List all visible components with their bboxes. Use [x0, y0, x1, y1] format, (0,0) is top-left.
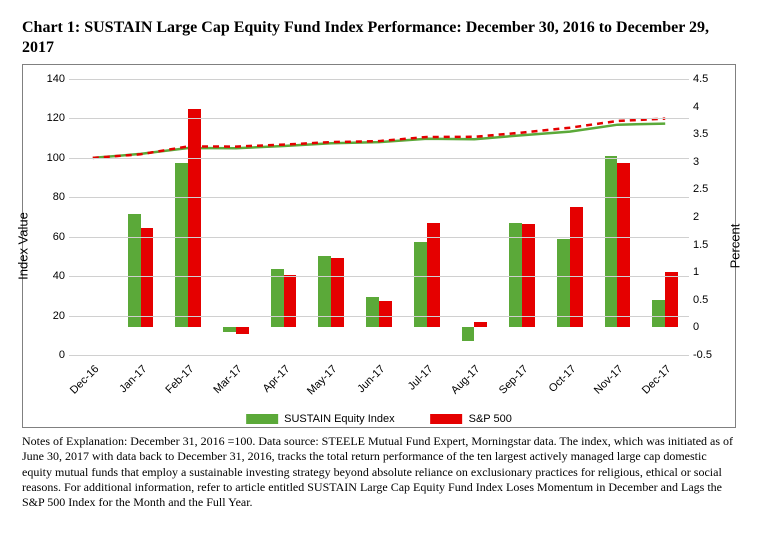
sp500_bar-bar [570, 207, 583, 327]
gridline [69, 237, 689, 238]
y-left-tick: 100 [43, 152, 65, 164]
y-right-tick: 4.5 [693, 73, 715, 85]
sp500_line [93, 119, 665, 158]
sustain_bar-bar [271, 269, 284, 327]
sustain_bar-bar [557, 239, 570, 327]
x-tick-label: Nov-17 [592, 363, 626, 397]
y-left-tick: 20 [43, 310, 65, 322]
y-left-tick: 40 [43, 270, 65, 282]
sustain_bar-bar [652, 300, 665, 328]
x-tick-label: Jul-17 [405, 363, 435, 393]
gridline [69, 197, 689, 198]
gridline [69, 276, 689, 277]
sustain_bar-bar [128, 214, 141, 327]
x-tick-label: Feb-17 [164, 363, 197, 396]
x-tick-label: May-17 [305, 363, 339, 397]
sustain_bar-bar [223, 327, 236, 331]
legend: SUSTAIN Equity Index S&P 500 [246, 413, 512, 425]
gridline [69, 355, 689, 356]
x-tick-label: Jan-17 [117, 363, 149, 395]
x-tick-label: Jun-17 [355, 363, 387, 395]
y-right-tick: 0.5 [693, 294, 715, 306]
sustain_bar-bar [318, 256, 331, 328]
x-tick-label: Dec-16 [68, 363, 102, 397]
x-tick-label: Mar-17 [211, 363, 244, 396]
sustain_bar-bar [605, 156, 618, 327]
y-left-tick: 120 [43, 112, 65, 124]
sp500_bar-bar [427, 223, 440, 328]
x-tick-label: Apr-17 [260, 363, 292, 395]
y-right-tick: 2 [693, 211, 715, 223]
legend-item-sp500: S&P 500 [431, 413, 512, 425]
sp500_bar-bar [617, 163, 630, 327]
legend-swatch-sustain [246, 414, 278, 424]
sustain_bar-bar [509, 223, 522, 328]
sp500_bar-bar [141, 228, 154, 327]
y-right-tick: 3.5 [693, 128, 715, 140]
chart-notes: Notes of Explanation: December 31, 2016 … [22, 434, 736, 511]
y-left-tick: 0 [43, 349, 65, 361]
legend-item-sustain: SUSTAIN Equity Index [246, 413, 394, 425]
sp500_bar-bar [284, 275, 297, 327]
plot-area [69, 79, 689, 355]
x-tick-label: Oct-17 [546, 363, 578, 395]
legend-label-sustain: SUSTAIN Equity Index [284, 413, 394, 425]
y-left-tick: 80 [43, 191, 65, 203]
sp500_bar-bar [379, 301, 392, 327]
sp500_bar-bar [331, 258, 344, 327]
sustain_bar-bar [414, 242, 427, 328]
y-left-tick: 140 [43, 73, 65, 85]
gridline [69, 158, 689, 159]
legend-label-sp500: S&P 500 [469, 413, 512, 425]
sp500_bar-bar [474, 322, 487, 328]
y-right-tick: 0 [693, 321, 715, 333]
x-tick-label: Sep-17 [497, 363, 531, 397]
y-right-tick: 1 [693, 266, 715, 278]
y-right-tick: 3 [693, 156, 715, 168]
y-right-label: Percent [728, 224, 743, 269]
gridline [69, 79, 689, 80]
legend-swatch-sp500 [431, 414, 463, 424]
sustain_bar-bar [175, 163, 188, 327]
y-left-label: Index Value [16, 212, 31, 280]
sustain_bar-bar [462, 327, 475, 341]
sp500_bar-bar [665, 272, 678, 327]
y-right-tick: -0.5 [693, 349, 715, 361]
sp500_bar-bar [188, 109, 201, 327]
y-right-tick: 2.5 [693, 183, 715, 195]
x-tick-label: Dec-17 [640, 363, 674, 397]
y-right-tick: 4 [693, 101, 715, 113]
y-right-tick: 1.5 [693, 239, 715, 251]
gridline [69, 316, 689, 317]
sp500_bar-bar [236, 327, 249, 334]
gridline [69, 118, 689, 119]
y-left-tick: 60 [43, 231, 65, 243]
sustain_bar-bar [366, 297, 379, 327]
chart-frame: Index Value Percent 020406080100120140 -… [22, 64, 736, 428]
chart-title: Chart 1: SUSTAIN Large Cap Equity Fund I… [22, 18, 736, 58]
x-tick-label: Aug-17 [449, 363, 483, 397]
